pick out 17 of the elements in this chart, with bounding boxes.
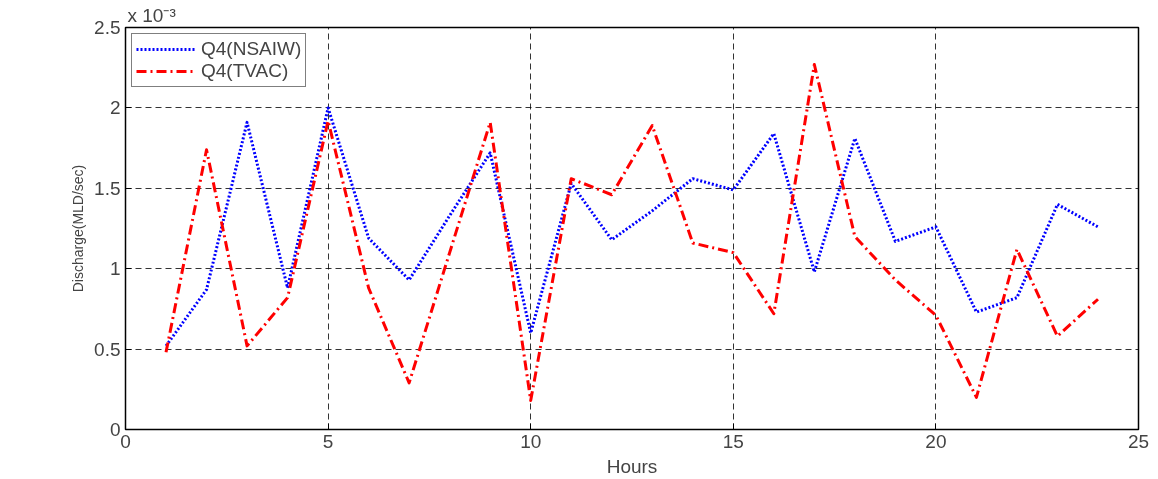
- x-tick-label: 20: [925, 430, 947, 452]
- x-tick-label: 25: [1127, 430, 1150, 452]
- x-tick-label: 15: [722, 430, 744, 452]
- line-series: [164, 106, 1100, 348]
- y-tick-label: 1.5: [94, 177, 121, 199]
- legend-label: Q4(TVAC): [201, 60, 289, 82]
- legend-label: Q4(NSAIW): [201, 38, 302, 60]
- y-tick-label: 2: [109, 97, 121, 119]
- text: x 10⁻³: [127, 4, 176, 26]
- line-series: [164, 62, 1100, 403]
- y-tick-label: 1: [109, 258, 121, 280]
- x-tick-label: 5: [322, 430, 334, 452]
- y-axis-title: Discharge(MLD/sec): [70, 164, 87, 293]
- y-tick-label: 2.5: [94, 17, 121, 38]
- x-axis-title: Hours: [606, 455, 658, 477]
- x-tick-label: 10: [520, 430, 542, 452]
- y-tick-label: 0.5: [94, 338, 121, 360]
